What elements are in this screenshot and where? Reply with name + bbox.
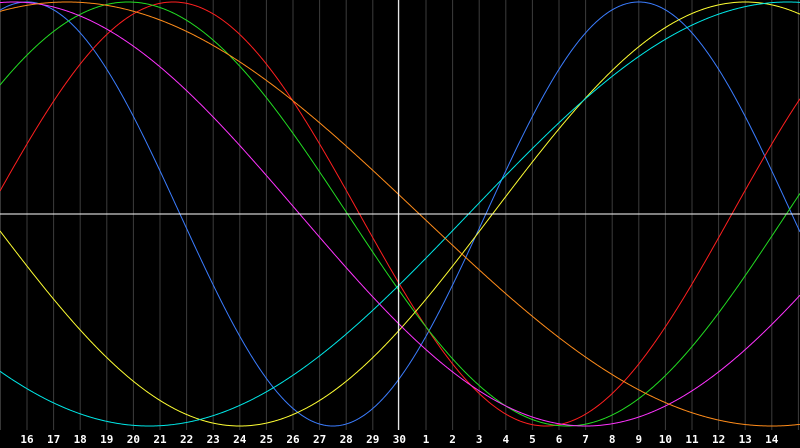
- x-tick-label: 13: [739, 433, 752, 446]
- x-tick-label: 26: [286, 433, 300, 446]
- x-tick-label: 30: [393, 433, 406, 446]
- x-tick-label: 25: [260, 433, 273, 446]
- x-tick-label: 9: [635, 433, 642, 446]
- x-tick-label: 16: [20, 433, 34, 446]
- x-tick-label: 14: [765, 433, 779, 446]
- x-tick-label: 12: [712, 433, 725, 446]
- x-tick-label: 8: [609, 433, 616, 446]
- series-line-4: [0, 1, 800, 427]
- x-tick-label: 19: [100, 433, 113, 446]
- x-tick-label: 20: [127, 433, 140, 446]
- x-tick-label: 24: [233, 433, 247, 446]
- x-tick-label: 3: [476, 433, 483, 446]
- x-tick-label: 1: [423, 433, 430, 446]
- x-tick-label: 21: [153, 433, 167, 446]
- series-line-6: [0, 1, 800, 427]
- grid: [0, 0, 799, 430]
- x-tick-label: 6: [556, 433, 563, 446]
- x-tick-label: 7: [582, 433, 589, 446]
- series-line-3: [0, 1, 800, 427]
- series-line-7: [0, 1, 800, 427]
- series-line-2: [0, 1, 800, 427]
- x-tick-label: 5: [529, 433, 536, 446]
- x-tick-label: 29: [366, 433, 379, 446]
- x-tick-label: 4: [502, 433, 509, 446]
- series-lines: [0, 1, 800, 427]
- x-tick-label: 28: [340, 433, 353, 446]
- x-axis-ticks: 16 17 18 19 20 21 22 23 24 25 26 27 28 29 30 1 2 3 4 5 6 7 8 9 1…: [20, 433, 778, 446]
- x-tick-label: 27: [313, 433, 326, 446]
- x-tick-label: 23: [207, 433, 220, 446]
- x-tick-label: 10: [659, 433, 672, 446]
- x-tick-label: 22: [180, 433, 193, 446]
- x-tick-label: 2: [449, 433, 456, 446]
- series-line-1: [0, 1, 800, 427]
- x-tick-label: 18: [74, 433, 87, 446]
- x-tick-label: 17: [47, 433, 60, 446]
- x-tick-label: 11: [685, 433, 699, 446]
- crosshair: [0, 0, 800, 430]
- series-line-5: [0, 1, 800, 427]
